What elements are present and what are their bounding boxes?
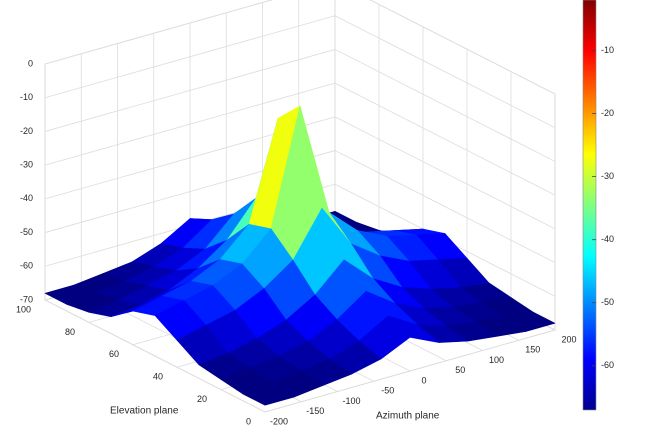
x-tick-label: -150: [306, 406, 324, 416]
x-tick-label: 100: [489, 355, 504, 365]
x-tick-label: 0: [421, 375, 426, 385]
x-tick-label: -50: [381, 386, 394, 396]
surface-patch: [242, 382, 295, 406]
surface: [44, 105, 556, 406]
colorbar-tick-label: -30: [601, 171, 614, 181]
y-axis-label: Elevation plane: [110, 406, 179, 417]
colorbar-tick-label: -60: [601, 360, 614, 370]
z-tick-label: -60: [20, 261, 33, 271]
grid-line: [369, 0, 556, 95]
z-tick-label: -30: [20, 160, 33, 170]
colorbar-tick-label: -40: [601, 234, 614, 244]
y-tick-label: 60: [109, 349, 119, 359]
x-tick-label: 150: [525, 345, 540, 355]
z-tick-label: -70: [20, 294, 33, 304]
y-tick-label: 80: [65, 327, 75, 337]
z-tick-label: -20: [20, 126, 33, 136]
grid-line: [334, 82, 556, 196]
y-tick-label: 0: [246, 416, 251, 426]
z-tick-label: -10: [20, 92, 33, 102]
colorbar-tick-label: -20: [601, 108, 614, 118]
colorbar-tick-label: -10: [601, 45, 614, 55]
x-axis-label: Azimuth plane: [376, 411, 440, 422]
z-tick-label: -50: [20, 227, 33, 237]
grid-line: [334, 150, 556, 263]
x-tick-label: -200: [270, 416, 288, 426]
grid-line: [334, 116, 556, 230]
y-tick-label: 40: [153, 372, 163, 382]
labels: -70-60-50-40-30-20-100-200-150-100-50050…: [16, 58, 577, 426]
x-tick-label: -100: [342, 396, 360, 406]
x-tick-label: 50: [455, 365, 465, 375]
grid-line: [334, 49, 556, 162]
x-tick-label: 200: [561, 334, 576, 344]
colorbar-tick-label: -50: [601, 297, 614, 307]
z-tick-label: -40: [20, 193, 33, 203]
grid-line: [44, 299, 266, 413]
y-tick-label: 20: [197, 394, 207, 404]
z-tick-label: 0: [28, 58, 33, 68]
y-tick-label: 100: [16, 304, 31, 314]
colorbar: [582, 0, 597, 411]
grid-line: [264, 329, 556, 413]
grid-line: [334, 15, 556, 129]
